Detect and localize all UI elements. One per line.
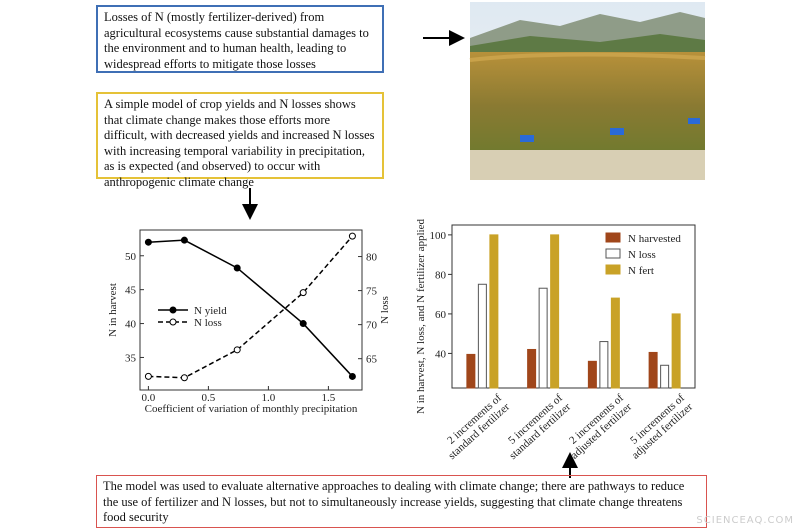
x-tick-label: 1.5 (322, 392, 336, 404)
y2-tick-label: 70 (366, 320, 378, 332)
legend-label: N fert (628, 265, 654, 277)
y-tick-label: 50 (125, 251, 137, 263)
y-tick-label: 40 (435, 348, 447, 360)
y-axis-label: N in harvest, N loss, and N fertilizer a… (415, 219, 427, 414)
legend-swatch (605, 248, 621, 259)
bar (538, 287, 548, 389)
legend-label: N yield (194, 305, 227, 317)
point (144, 372, 152, 380)
legend-label: N loss (628, 249, 656, 261)
bar (660, 364, 670, 389)
y2-tick-label: 65 (366, 354, 378, 366)
text-box: The model was used to evaluate alternati… (96, 475, 707, 528)
y-axis-label: N in harvest (107, 283, 119, 337)
y-tick-label: 45 (125, 285, 137, 297)
plot-frame (139, 229, 363, 391)
bar (477, 283, 487, 389)
point (180, 236, 188, 244)
bar (527, 348, 537, 389)
y2-tick-label: 75 (366, 286, 378, 298)
x-axis-label: Coefficient of variation of monthly prec… (145, 403, 358, 415)
point (180, 374, 188, 382)
point (348, 372, 356, 380)
bar (466, 353, 476, 389)
legend-label: N harvested (628, 233, 681, 245)
watermark: SCIENCEAQ.COM (696, 515, 794, 526)
line (148, 239, 353, 377)
legend-swatch (605, 232, 621, 243)
point (233, 346, 241, 354)
bar (610, 297, 620, 389)
x-tick-label: 0.0 (142, 392, 156, 404)
y-tick-label: 80 (435, 269, 447, 281)
bar (599, 341, 609, 389)
point (144, 238, 152, 246)
photo (469, 2, 706, 180)
y-tick-label: 35 (125, 352, 137, 364)
y2-tick-label: 80 (366, 252, 378, 264)
y2-axis-label: N loss (379, 296, 391, 324)
text-box: Losses of N (mostly fertilizer-derived) … (96, 5, 384, 73)
y-tick-label: 100 (430, 230, 447, 242)
bar (671, 313, 681, 389)
text-box: A simple model of crop yields and N loss… (96, 92, 384, 189)
x-tick-label: 0.5 (202, 392, 216, 404)
legend-label: N loss (194, 317, 222, 329)
legend-marker (169, 306, 177, 314)
point (348, 232, 356, 240)
x-tick-label: 1.0 (262, 392, 276, 404)
line (148, 235, 353, 379)
legend-marker (169, 318, 177, 326)
bar (587, 360, 597, 389)
bar (550, 234, 560, 389)
bar (489, 234, 499, 389)
plot-frame (451, 224, 696, 389)
point (233, 264, 241, 272)
bar (648, 351, 658, 389)
legend-swatch (605, 264, 621, 275)
point (299, 289, 307, 297)
y-tick-label: 40 (125, 319, 137, 331)
point (299, 320, 307, 328)
y-tick-label: 60 (435, 309, 447, 321)
